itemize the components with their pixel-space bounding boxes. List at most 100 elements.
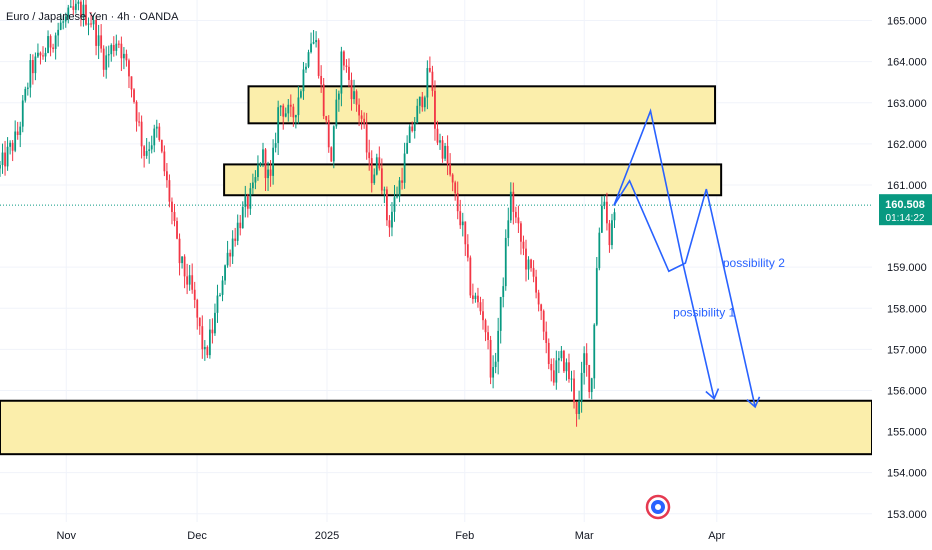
watermark-logo [645,494,671,520]
candle-body [160,139,163,152]
candle-body [606,201,608,224]
candle-body [133,89,135,102]
candle-body [49,36,52,48]
candle-body [436,128,439,143]
candle-body [530,259,532,269]
candle-body [37,52,39,57]
candle-body [386,189,388,221]
zone-rect[interactable] [247,85,717,125]
projection-path[interactable] [613,179,756,408]
candle-body [183,256,186,277]
candle-body [92,19,95,25]
candle-body [34,56,37,74]
candle-body [527,259,530,270]
zone-rect[interactable] [223,163,723,197]
candle-body [380,168,383,191]
candle-body [514,211,517,218]
candle-body [383,189,386,191]
candle-body [201,326,204,350]
candle-body [522,241,525,249]
candle-body [166,171,168,181]
candle-body [135,101,138,122]
candle-body [21,100,24,127]
candle-body [284,113,287,117]
candle-body [550,364,553,371]
candle-body [421,96,424,108]
candle-body [512,191,515,212]
candle-body [0,165,1,169]
projection-arrowhead [746,396,761,409]
candle-body [449,164,452,175]
candle-body [102,48,105,70]
candle-body [332,126,335,162]
candle-body [570,378,573,380]
candle-body [155,126,158,129]
y-axis-bg [872,0,932,550]
candle-body [178,238,181,264]
candle-body [292,106,295,118]
candle-body [494,361,497,368]
candle-body [14,131,17,151]
candle-body [525,248,527,270]
candle-body [418,96,421,106]
candle-body [251,182,254,189]
chart-title: Euro / Japanese Yen · 4h · OANDA [6,11,179,23]
candle-body [504,237,507,287]
candle-body [206,346,209,356]
projection-path[interactable] [613,108,715,399]
candle-body [325,116,328,121]
candle-body [370,158,373,184]
candle-body [520,223,522,242]
candle-body [47,36,49,53]
candle-body [537,292,540,305]
price-badge-group: 160.508 01:14:22 [879,194,932,226]
candle-body [39,52,42,56]
candle-body [105,55,108,70]
candle-body [585,353,588,365]
candle-body [112,45,115,51]
candle-body [249,188,252,209]
candle-body [62,21,65,23]
y-tick-label: 154.000 [887,468,927,480]
zone-rect[interactable] [0,399,873,456]
candle-body [294,115,297,118]
candle-body [282,105,285,117]
candle-body [259,162,262,165]
y-tick-label: 162.000 [887,139,927,151]
candle-body [509,191,512,221]
candle-body [214,312,216,334]
candle-body [439,140,441,143]
candle-body [547,342,550,365]
candle-body [148,149,151,151]
candle-body [150,145,153,150]
candle-body [600,205,603,233]
candle-body [542,310,545,332]
candle-body [97,35,100,46]
candle-body [120,43,123,59]
candle-body [57,29,60,36]
candle-body [158,126,161,140]
candle-body [241,206,244,229]
candle-body [181,256,183,264]
candle-body [396,196,398,198]
candle-body [246,196,249,209]
candle-body [168,180,171,202]
candle-body [297,97,300,116]
candle-body [26,87,29,89]
candle-body [82,4,85,18]
y-tick-label: 157.000 [887,344,927,356]
candle-body [310,43,312,53]
candle-body [593,324,596,379]
candle-body [492,367,495,378]
candle-body [221,280,224,295]
candle-body [451,174,454,183]
y-tick-label: 158.000 [887,303,927,315]
candle-body [257,164,259,178]
candle-body [535,276,538,293]
candle-body [315,40,317,43]
candle-body [398,180,401,197]
candle-body [588,364,591,393]
candle-body [575,402,578,414]
